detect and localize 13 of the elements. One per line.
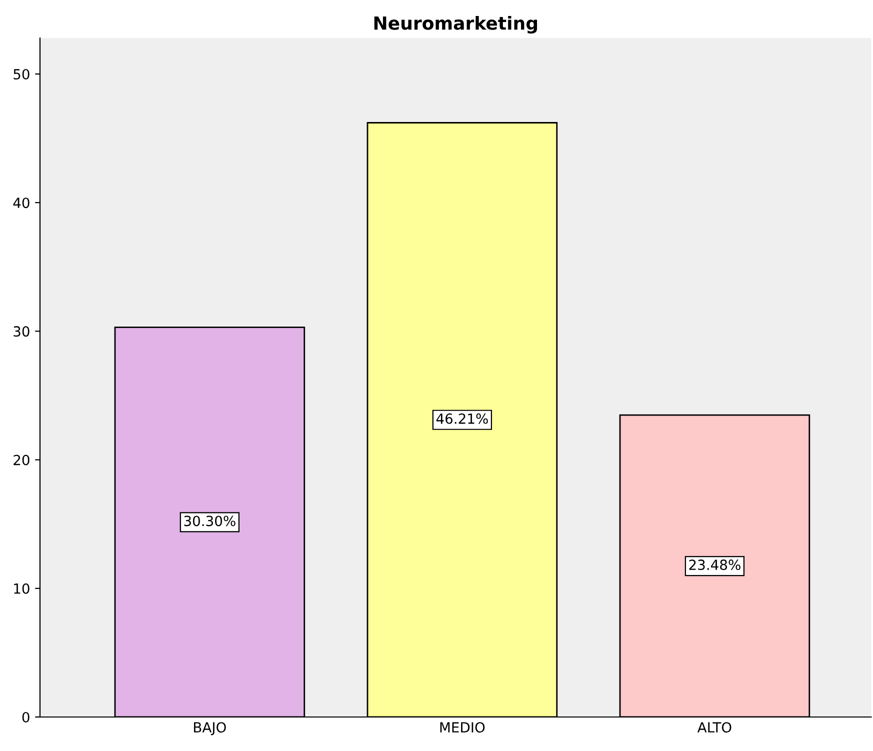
y-tick-label: 20	[14, 454, 30, 466]
x-tick-label: BAJO	[194, 722, 226, 736]
y-tick-label: 30	[14, 326, 30, 337]
y-tick-label: 50	[14, 68, 30, 80]
chart-title: Neuromarketing	[374, 16, 538, 34]
data-label: 30.30%	[184, 516, 236, 526]
data-label: 46.21%	[436, 413, 488, 424]
x-tick-label: MEDIO	[440, 722, 485, 733]
y-tick-label: 10	[14, 583, 30, 594]
y-tick-label: 0	[22, 712, 30, 722]
x-tick-label: ALTO	[697, 722, 732, 733]
data-label: 23.48%	[689, 560, 740, 570]
y-tick-label: 40	[13, 198, 30, 208]
